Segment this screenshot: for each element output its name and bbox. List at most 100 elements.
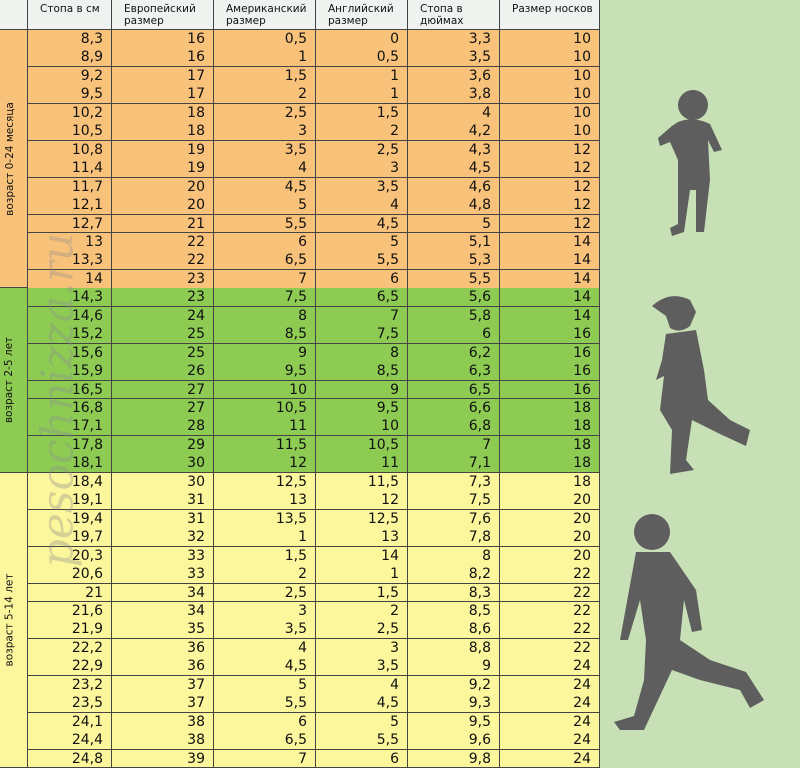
table-cell: 6,8 (408, 417, 500, 437)
table-cell: 4,5 (214, 177, 316, 197)
table-cell: 5,5 (408, 269, 500, 289)
table-cell: 11 (316, 454, 408, 474)
table-cell: 24 (500, 749, 600, 768)
table-cell: 10,5 (214, 399, 316, 418)
table-cell: 0,5 (316, 48, 408, 68)
table-cell: 11,4 (28, 159, 112, 179)
table-cell: 20,6 (28, 565, 112, 584)
table-cell: 17,1 (28, 417, 112, 437)
table-cell: 38 (112, 712, 214, 732)
table-cell: 7,5 (316, 325, 408, 345)
table-cell: 4 (408, 103, 500, 123)
table-cell: 16 (112, 48, 214, 68)
table-cell: 18 (112, 103, 214, 123)
table-cell: 19,7 (28, 528, 112, 548)
table-cell: 10,5 (316, 435, 408, 455)
table-cell: 17 (112, 85, 214, 105)
table-cell: 12 (214, 454, 316, 474)
table-cell: 14 (316, 546, 408, 566)
toddler-silhouette (658, 90, 722, 236)
table-cell: 5,5 (214, 214, 316, 234)
table-cell: 8,3 (28, 30, 112, 49)
table-cell: 8,2 (408, 565, 500, 584)
table-cell: 2 (316, 122, 408, 142)
age-group-text: возраст 2-5 лет (3, 336, 16, 424)
table-cell: 8,5 (408, 601, 500, 621)
table-cell: 1,5 (316, 583, 408, 603)
table-cell: 5,6 (408, 288, 500, 308)
table-cell: 3,5 (214, 140, 316, 160)
age-group-label: возраст 5-14 лет (0, 472, 28, 768)
teen-silhouette (614, 514, 764, 730)
table-cell: 5,8 (408, 306, 500, 326)
age-group-label: возраст 2-5 лет (0, 288, 28, 473)
table-cell: 30 (112, 454, 214, 474)
table-cell: 3,5 (316, 177, 408, 197)
table-cell: 24 (500, 731, 600, 751)
table-cell: 4 (214, 159, 316, 179)
table-cell: 17 (112, 66, 214, 86)
table-cell: 16,5 (28, 380, 112, 400)
table-cell: 9,5 (408, 712, 500, 732)
table-cell: 5,3 (408, 251, 500, 271)
table-cell: 19 (112, 159, 214, 179)
age-group-label: возраст 0-24 месяца (0, 30, 28, 289)
table-cell: 20 (500, 491, 600, 511)
table-cell: 10,8 (28, 140, 112, 160)
table-cell: 19,4 (28, 509, 112, 529)
table-cell: 16 (500, 325, 600, 345)
child-silhouette (652, 296, 750, 474)
table-cell: 3,5 (214, 620, 316, 640)
table-cell: 8 (316, 343, 408, 363)
table-cell: 10 (500, 103, 600, 123)
table-cell: 7 (408, 435, 500, 455)
table-cell: 5 (408, 214, 500, 234)
table-cell: 4 (316, 196, 408, 215)
table-cell: 9,5 (28, 85, 112, 105)
table-cell: 10 (500, 30, 600, 49)
table-cell: 24 (112, 306, 214, 326)
table-cell: 9 (214, 343, 316, 363)
table-cell: 24 (500, 694, 600, 714)
table-cell: 37 (112, 694, 214, 714)
table-cell: 5 (316, 712, 408, 732)
table-cell: 39 (112, 749, 214, 768)
table-cell: 15,9 (28, 362, 112, 382)
silhouettes (614, 90, 764, 730)
table-cell: 6,5 (214, 731, 316, 751)
table-cell: 1 (316, 565, 408, 584)
table-cell: 37 (112, 675, 214, 695)
table-cell: 2,5 (214, 583, 316, 603)
table-cell: 6,5 (214, 251, 316, 271)
table-cell: 9,3 (408, 694, 500, 714)
table-cell: 22 (500, 620, 600, 640)
header-corner (0, 0, 28, 30)
table-cell: 14 (500, 251, 600, 271)
table-cell: 7,6 (408, 509, 500, 529)
table-cell: 8 (408, 546, 500, 566)
table-cell: 33 (112, 565, 214, 584)
table-cell: 3 (214, 122, 316, 142)
table-cell: 22,2 (28, 638, 112, 658)
table-cell: 18 (112, 122, 214, 142)
table-cell: 20 (112, 196, 214, 215)
table-cell: 11,7 (28, 177, 112, 197)
table-cell: 13 (214, 491, 316, 511)
table-cell: 14,6 (28, 306, 112, 326)
table-cell: 8 (214, 306, 316, 326)
table-cell: 3,6 (408, 66, 500, 86)
table-cell: 4 (214, 638, 316, 658)
table-cell: 25 (112, 343, 214, 363)
table-cell: 4 (316, 675, 408, 695)
table-cell: 2,5 (316, 140, 408, 160)
table-cell: 9,5 (214, 362, 316, 382)
table-cell: 35 (112, 620, 214, 640)
table-cell: 8,3 (408, 583, 500, 603)
table-cell: 14 (500, 306, 600, 326)
table-cell: 18,1 (28, 454, 112, 474)
table-cell: 28 (112, 417, 214, 437)
table-cell: 5,5 (316, 731, 408, 751)
table-cell: 9 (408, 657, 500, 677)
table-cell: 12 (500, 140, 600, 160)
